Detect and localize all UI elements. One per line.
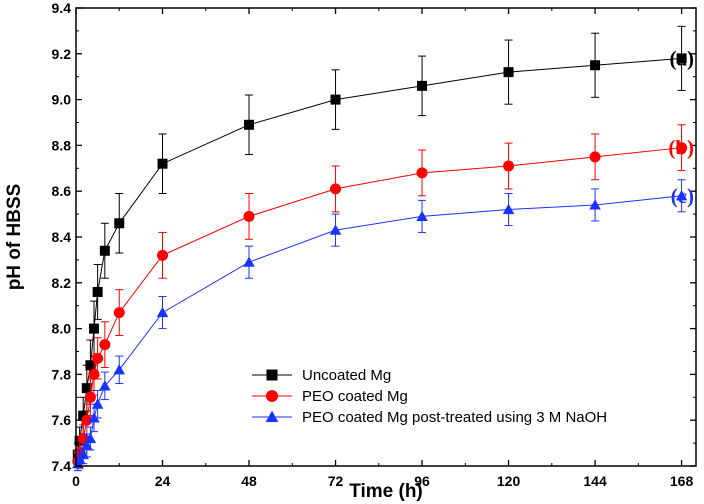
data-point-marker [91, 398, 104, 409]
y-tick-label: 8.6 [52, 183, 72, 199]
data-point-marker [89, 323, 100, 334]
data-point-marker [590, 60, 601, 71]
data-point-marker [676, 142, 688, 154]
data-point-marker [88, 368, 100, 380]
series-line [77, 57, 682, 455]
y-tick-label: 8.4 [52, 229, 72, 245]
legend-label: Uncoated Mg [302, 367, 391, 384]
data-point-marker [84, 391, 96, 403]
data-point-marker [81, 414, 93, 426]
legend-label: PEO coated Mg [302, 388, 408, 405]
x-tick-label: 24 [155, 473, 171, 489]
data-point-marker [85, 360, 96, 371]
x-axis-title: Time (h) [349, 481, 423, 502]
data-point-marker [243, 210, 255, 222]
axis-ticks: 7.4 7.6 7.8 8.0 8.2 8.4 8.6 8.8 9.0 9.2 9.4 0 24 48 72… [52, 0, 696, 489]
y-tick-label: 9.4 [52, 0, 72, 16]
legend-label: PEO coated Mg post-treated using 3 M NaO… [302, 409, 607, 426]
data-point-marker [92, 352, 104, 364]
data-point-marker [266, 369, 278, 381]
data-point-marker [78, 410, 89, 421]
y-tick-label: 9.0 [52, 92, 72, 108]
data-point-marker [330, 183, 342, 195]
y-tick-label: 9.2 [52, 46, 72, 62]
data-point-marker [589, 151, 601, 163]
data-point-marker [81, 383, 92, 394]
x-tick-label: 120 [497, 473, 521, 489]
data-point-marker [503, 160, 515, 172]
data-point-marker [114, 218, 125, 229]
data-point-marker [113, 307, 125, 319]
series-3 [72, 179, 688, 472]
data-point-marker [99, 339, 111, 351]
series-2 [72, 124, 688, 472]
data-point-marker [81, 439, 93, 450]
legend-item: PEO coated Mg post-treated using 3 M NaO… [252, 409, 607, 426]
y-tick-label: 8.8 [52, 137, 72, 153]
y-tick-label: 8.2 [52, 275, 72, 291]
data-point-marker [156, 306, 169, 318]
x-tick-label: 168 [670, 473, 694, 489]
data-point-marker [265, 410, 279, 423]
y-axis-title: pH of HBSS [4, 184, 25, 291]
data-point-marker [266, 390, 278, 402]
data-point-marker [675, 190, 688, 201]
x-tick-label: 48 [241, 473, 257, 489]
data-point-marker [113, 364, 126, 375]
legend-item: Uncoated Mg [252, 367, 391, 384]
data-point-marker [330, 94, 341, 105]
legend: Uncoated Mg PEO coated Mg PEO coated Mg po… [252, 367, 607, 426]
x-tick-label: 144 [583, 473, 607, 489]
data-point-marker [503, 67, 514, 78]
data-point-marker [243, 256, 255, 267]
data-marks [72, 25, 688, 472]
data-point-marker [417, 80, 428, 91]
series-line [77, 147, 682, 462]
data-point-marker [416, 167, 428, 179]
data-point-marker [502, 203, 515, 215]
x-tick-label: 96 [414, 473, 430, 489]
data-point-marker [589, 199, 601, 210]
data-point-marker [84, 432, 97, 444]
legend-item: PEO coated Mg [252, 388, 408, 405]
x-tick-label: 0 [72, 473, 80, 489]
y-tick-label: 7.6 [52, 412, 72, 428]
series-annotation: (a) [670, 46, 695, 70]
data-point-marker [157, 158, 168, 169]
y-tick-label: 7.4 [52, 458, 72, 474]
data-point-marker [92, 286, 103, 297]
data-point-marker [416, 210, 428, 221]
data-point-marker [88, 412, 100, 423]
data-point-marker [157, 249, 169, 261]
series-annotation: (c) [671, 184, 694, 208]
data-point-marker [329, 224, 342, 235]
series-annotation: (b) [668, 136, 694, 160]
x-tick-label: 72 [328, 473, 344, 489]
data-point-marker [676, 53, 687, 64]
series-annotations: (a) (b) (c) [668, 46, 694, 207]
y-tick-label: 8.0 [52, 321, 72, 337]
y-tick-label: 7.8 [52, 366, 72, 382]
data-point-marker [99, 380, 111, 391]
data-point-marker [77, 448, 89, 460]
data-point-marker [244, 119, 255, 130]
data-point-marker [99, 245, 110, 256]
